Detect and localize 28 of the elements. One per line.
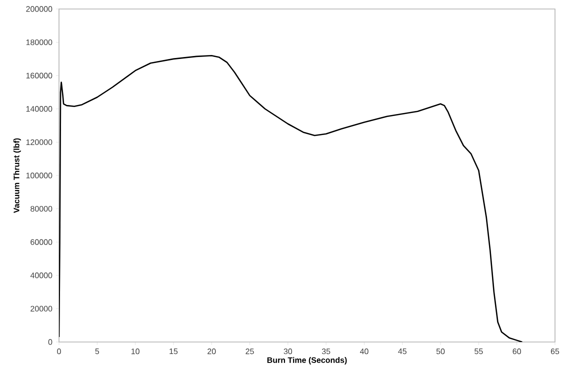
y-tick-label: 80000 — [30, 206, 52, 212]
x-tick-label: 0 — [57, 348, 61, 354]
x-tick-label: 20 — [208, 348, 216, 354]
x-tick-label: 5 — [95, 348, 100, 354]
y-tick-label: 140000 — [26, 106, 52, 112]
x-tick-label: 25 — [246, 348, 254, 354]
x-tick-label: 10 — [131, 348, 140, 354]
x-tick-label: 60 — [512, 348, 521, 354]
y-tick-label: 20000 — [30, 306, 52, 312]
y-tick-label: 100000 — [26, 172, 52, 178]
x-tick-label: 35 — [322, 348, 330, 354]
x-tick-label: 50 — [436, 348, 445, 354]
x-tick-label: 65 — [550, 348, 560, 354]
y-tick-label: 200000 — [26, 6, 52, 12]
y-tick-label: 120000 — [26, 139, 52, 146]
x-axis-title: Burn Time (Seconds) — [267, 357, 347, 365]
x-tick-label: 15 — [170, 348, 178, 354]
line-series — [59, 54, 523, 342]
x-tick-label: 30 — [284, 348, 292, 354]
x-tick-label: 45 — [398, 348, 406, 354]
y-tick-label: 40000 — [30, 272, 52, 278]
y-tick-label: 160000 — [26, 72, 52, 78]
x-tick-label: 55 — [474, 348, 483, 354]
y-tick-label: 0 — [48, 339, 52, 345]
y-tick-label: 60000 — [30, 239, 52, 245]
y-tick-label: 180000 — [26, 39, 52, 46]
y-axis-title: Vacuum Thrust (lbf) — [13, 138, 21, 213]
x-tick-label: 40 — [360, 348, 368, 354]
